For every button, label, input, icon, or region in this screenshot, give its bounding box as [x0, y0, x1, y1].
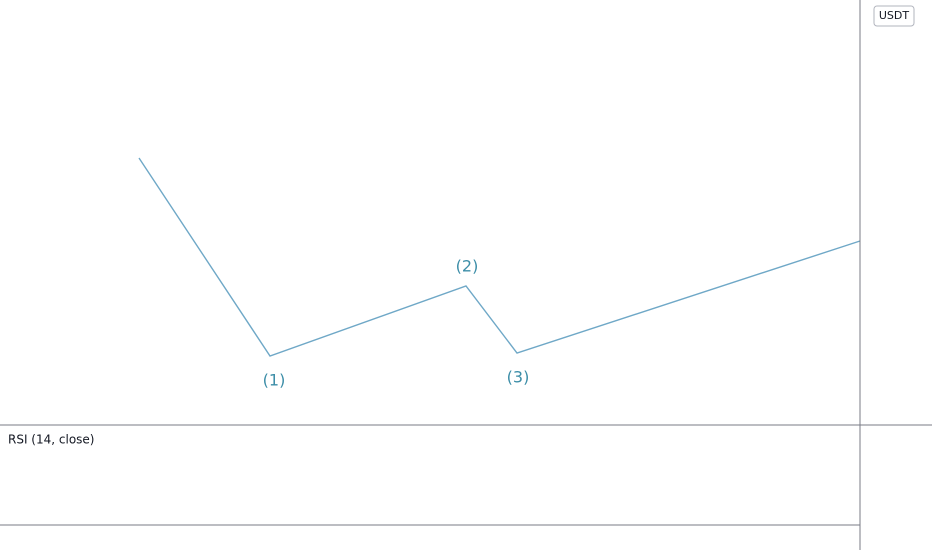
wave-label: (1) — [263, 371, 286, 390]
wave-label: (3) — [507, 368, 530, 387]
trend-lines — [138, 157, 861, 357]
unit: USDT — [879, 9, 910, 22]
wave-label: (2) — [456, 257, 479, 276]
unit-box[interactable] — [873, 5, 915, 27]
rsi-title: RSI (14, close) — [8, 433, 94, 447]
